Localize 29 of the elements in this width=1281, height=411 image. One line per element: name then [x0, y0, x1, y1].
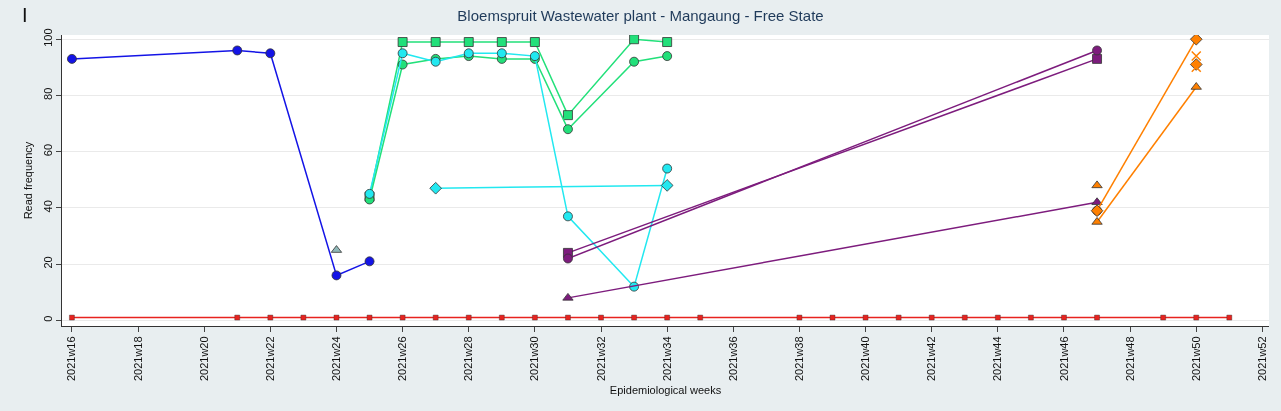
x-tick-label: 2021w30 [528, 336, 541, 382]
x-tick-label: 2021w20 [197, 336, 210, 382]
y-tick-label: 80 [41, 87, 54, 100]
y-tick-label: 100 [41, 28, 54, 47]
y-axis-title: Read frequency [22, 141, 35, 220]
y-tick-label: 0 [41, 315, 54, 322]
chart-title: Bloemspruit Wastewater plant - Mangaung - Free State [457, 6, 824, 24]
x-tick-label: 2021w44 [991, 336, 1004, 382]
x-tick-label: 2021w18 [131, 336, 144, 382]
x-tick-label: 2021w52 [1255, 336, 1268, 382]
x-tick-label: 2021w24 [330, 336, 343, 382]
x-tick-label: 2021w46 [1057, 336, 1070, 382]
x-tick-label: 2021w42 [925, 336, 938, 382]
x-tick-label: 2021w28 [462, 336, 475, 382]
x-tick-label: 2021w40 [859, 336, 872, 382]
x-tick-label: 2021w26 [396, 336, 409, 382]
y-tick-label: 40 [41, 200, 54, 213]
x-tick-label: 2021w38 [793, 336, 806, 382]
x-tick-label: 2021w22 [263, 336, 276, 382]
x-tick-label: 2021w48 [1123, 336, 1136, 382]
x-tick-label: 2021w32 [594, 336, 607, 382]
x-tick-label: 2021w16 [65, 336, 78, 382]
x-tick-label: 2021w34 [660, 336, 673, 382]
x-axis-title: Epidemiological weeks [609, 384, 722, 397]
text: I [22, 4, 28, 26]
y-tick-label: 20 [41, 256, 54, 269]
y-tick-label: 60 [41, 143, 54, 157]
x-tick-label: 2021w36 [726, 336, 739, 382]
x-tick-label: 2021w50 [1189, 336, 1202, 382]
